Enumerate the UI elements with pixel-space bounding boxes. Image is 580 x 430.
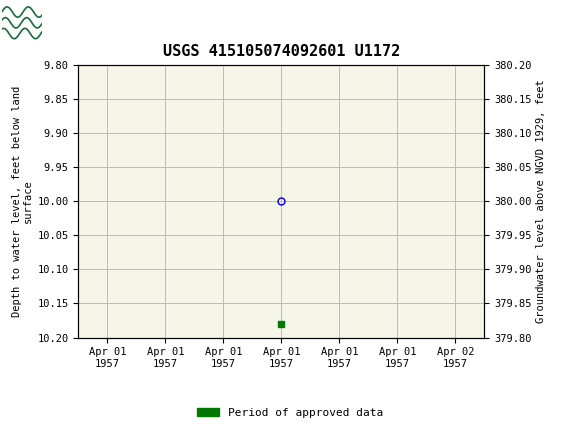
Y-axis label: Depth to water level, feet below land
surface: Depth to water level, feet below land su… xyxy=(12,86,33,316)
Text: USGS: USGS xyxy=(3,14,58,31)
Y-axis label: Groundwater level above NGVD 1929, feet: Groundwater level above NGVD 1929, feet xyxy=(536,79,546,323)
Legend: Period of approved data: Period of approved data xyxy=(193,403,387,422)
Text: USGS: USGS xyxy=(44,14,99,31)
Title: USGS 415105074092601 U1172: USGS 415105074092601 U1172 xyxy=(162,44,400,59)
